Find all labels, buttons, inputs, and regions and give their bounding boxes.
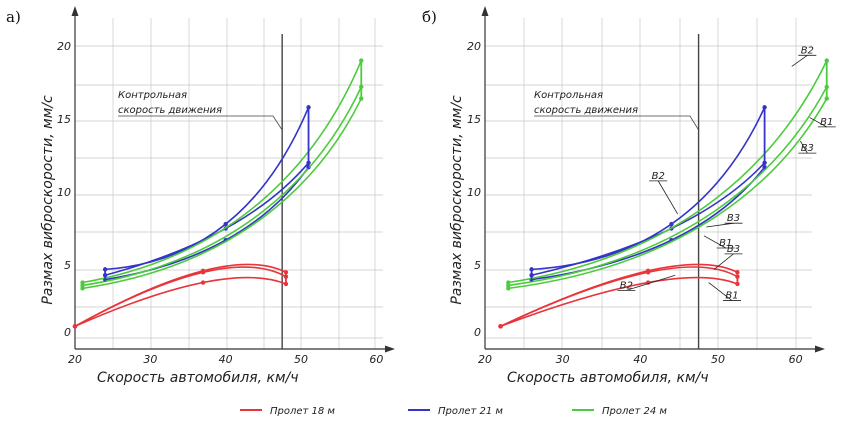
- data-point: [645, 270, 651, 275]
- y-axis-title: Размах виброскорости, мм/с: [449, 95, 465, 305]
- x-axis-arrow: [385, 345, 395, 353]
- legend: Пролет 18 м Пролет 21 м Пролет 24 м: [240, 406, 667, 417]
- y-tick-label: 20: [57, 40, 71, 53]
- series-line: [508, 86, 828, 287]
- curve-label: В1: [725, 291, 738, 302]
- curve-label-leader: [791, 54, 808, 67]
- curve-label-leader: [657, 180, 678, 215]
- series-line: [82, 60, 363, 284]
- series-line: [82, 86, 362, 287]
- y-tick-label: 10: [467, 186, 481, 199]
- series-line: [105, 166, 310, 281]
- series-line: [500, 266, 738, 328]
- panel-label: а): [6, 8, 21, 26]
- control-speed-label-line2: скорость движения: [118, 105, 222, 116]
- data-point: [200, 280, 206, 285]
- y-axis-title: Размах виброскорости, мм/с: [40, 95, 56, 305]
- curve-label-leader: [703, 235, 726, 249]
- x-tick-label: 40: [633, 353, 647, 366]
- x-tick-label: 30: [556, 353, 570, 366]
- y-tick-label: 10: [57, 186, 71, 199]
- curve-label: В2: [620, 280, 633, 291]
- chart-panel-a: 20 30 40 50 60 0 5 10 15 20 Скорость автомобиля, к…: [6, 6, 395, 386]
- curve-label-leader: [706, 222, 734, 228]
- y-tick-label: 5: [474, 259, 481, 272]
- control-speed-label-line1: Контрольная: [118, 90, 187, 101]
- y-tick-label: 15: [467, 113, 481, 126]
- y-tick-label: 15: [57, 113, 71, 126]
- curve-label: В3: [801, 143, 814, 154]
- curve-label-leader: [809, 117, 827, 128]
- x-axis-title: Скорость автомобиля, км/ч: [507, 370, 709, 386]
- x-axis-title: Скорость автомобиля, км/ч: [97, 370, 299, 386]
- control-speed-label-line1: Контрольная: [534, 90, 603, 101]
- control-speed-label-line2: скорость движения: [534, 105, 638, 116]
- x-tick-label: 40: [219, 353, 233, 366]
- x-tick-label: 60: [789, 353, 803, 366]
- curve-label: В2: [652, 171, 665, 182]
- series-line: [82, 98, 362, 290]
- x-tick-label: 20: [68, 353, 82, 366]
- series-line: [105, 107, 310, 271]
- x-axis-arrow: [815, 345, 825, 353]
- curve-label-leader: [713, 253, 734, 270]
- legend-label: Пролет 21 м: [438, 406, 503, 417]
- x-tick-label: 60: [369, 353, 383, 366]
- data-point: [200, 270, 206, 275]
- x-tick-label: 50: [294, 353, 308, 366]
- x-tick-label: 30: [143, 353, 157, 366]
- series-line: [104, 162, 310, 276]
- series-line: [508, 98, 828, 290]
- chart-panel-b: 20 30 40 50 60 0 5 10 15 20 Скорость автомобиля, к…: [422, 6, 836, 386]
- control-speed-leader: [534, 115, 699, 131]
- control-speed-leader: [118, 115, 283, 131]
- curve-label: В3: [727, 244, 740, 255]
- panel-label: б): [422, 8, 437, 26]
- y-tick-label: 5: [64, 259, 71, 272]
- curve-label-leader: [799, 140, 808, 154]
- curve-label-leader: [708, 282, 733, 301]
- y-tick-label: 0: [64, 326, 71, 339]
- y-axis-arrow: [481, 6, 489, 16]
- data-point: [669, 221, 674, 227]
- series-line: [508, 60, 828, 284]
- curve-label: В3: [727, 213, 740, 224]
- x-tick-label: 20: [478, 353, 492, 366]
- legend-label: Пролет 24 м: [602, 406, 667, 417]
- y-tick-label: 0: [474, 326, 481, 339]
- curve-label: В2: [801, 45, 814, 56]
- legend-label: Пролет 18 м: [270, 406, 335, 417]
- x-tick-label: 50: [711, 353, 725, 366]
- y-axis-arrow: [71, 6, 79, 16]
- curve-label: В1: [719, 238, 732, 249]
- curve-label: В1: [820, 117, 833, 128]
- data-point: [223, 221, 228, 227]
- curve-label-leader: [626, 274, 676, 291]
- y-tick-label: 20: [467, 40, 481, 53]
